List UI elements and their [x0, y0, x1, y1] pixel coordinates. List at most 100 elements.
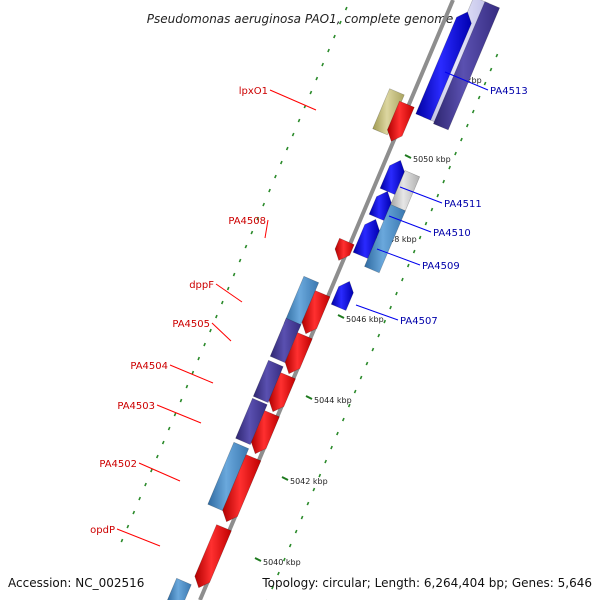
ring-dot	[418, 235, 422, 240]
gene-label-pa4511[interactable]: PA4511	[444, 199, 482, 210]
gene-pa4508[interactable]	[334, 237, 355, 261]
leader-line	[138, 462, 181, 482]
gene-pa4511[interactable]	[379, 159, 405, 195]
tick-label: 5046 kbp	[346, 315, 384, 324]
gene-pa4509[interactable]	[364, 204, 406, 274]
ring-dot	[144, 482, 147, 487]
ring-dot	[226, 286, 230, 291]
ring-dot	[297, 118, 301, 123]
gene-pa4505-slate[interactable]	[269, 317, 302, 363]
ring-dot	[442, 179, 446, 184]
gene-label-pa4503[interactable]: PA4503	[117, 401, 155, 412]
ring-dot	[277, 571, 280, 576]
ring-dot	[436, 193, 440, 198]
gene-opdp[interactable]	[194, 524, 232, 589]
ring-dot	[155, 454, 159, 459]
leader-line	[399, 186, 443, 204]
ring-dot	[203, 342, 206, 347]
gene-pa4510b[interactable]	[352, 218, 380, 259]
ring-dot	[406, 263, 410, 268]
leader-line	[388, 215, 432, 233]
tick-label: 5040 kbp	[263, 558, 301, 567]
tick-mark	[305, 395, 313, 400]
ring-dot	[179, 398, 183, 403]
ring-dot	[321, 62, 325, 67]
leader-line	[444, 71, 489, 91]
gene-pa4507[interactable]	[330, 280, 354, 311]
ring-dot	[291, 132, 295, 137]
ring-dot	[327, 48, 330, 53]
ring-dot	[279, 160, 283, 165]
gene-label-pa4505[interactable]: PA4505	[172, 319, 210, 330]
gene-label-opdp[interactable]: opdP	[90, 525, 115, 536]
ring-dot	[185, 384, 189, 389]
ring-dot	[483, 81, 487, 86]
gene-features	[167, 0, 500, 600]
ring-dot	[138, 496, 142, 501]
ring-dot	[330, 445, 333, 450]
gene-label-pa4510[interactable]: PA4510	[433, 228, 471, 239]
ring-dot	[238, 258, 242, 263]
gene-label-dppf[interactable]: dppF	[189, 280, 214, 291]
ring-dot	[220, 300, 224, 305]
ring-dot	[333, 34, 336, 39]
leader-line	[211, 322, 232, 342]
accession-text: Accession: NC_002516	[8, 576, 144, 590]
ring-dot	[161, 440, 165, 445]
gene-label-pa4508[interactable]: PA4508	[228, 216, 266, 227]
ring-dot	[262, 202, 266, 207]
ring-dot	[197, 356, 201, 361]
ring-dot	[256, 216, 260, 221]
ring-dot	[167, 426, 171, 431]
ring-dot	[489, 67, 493, 72]
gene-label-pa4507[interactable]: PA4507	[400, 316, 438, 327]
ring-dot	[282, 557, 286, 562]
gene-dppf[interactable]	[301, 290, 331, 335]
ring-dot	[120, 538, 124, 543]
ring-dot	[383, 319, 387, 324]
gene-bottom-steel[interactable]	[167, 577, 192, 600]
gene-pa4502[interactable]	[222, 454, 262, 523]
ring-dot	[477, 95, 481, 100]
ring-dot	[395, 291, 398, 296]
gene-labels: lpxO1 PA4508 dppF PA4505 PA4504 PA4503 PA4502 o…	[90, 71, 528, 547]
ring-dot	[495, 53, 499, 58]
gene-pa4513[interactable]	[433, 1, 500, 131]
ring-dot	[315, 76, 319, 81]
ring-dot	[250, 230, 254, 235]
gene-label-pa4509[interactable]: PA4509	[422, 261, 460, 272]
ring-dot	[336, 431, 339, 436]
leader-line	[355, 304, 399, 321]
ring-dot	[318, 473, 322, 478]
dotted-rings	[120, 6, 499, 600]
gene-label-lpxo1[interactable]: lpxO1	[239, 86, 268, 97]
gene-pa4503-slate[interactable]	[235, 397, 268, 445]
map-title: Pseudomonas aeruginosa PAO1, complete ge…	[147, 12, 454, 26]
ring-dot	[448, 165, 452, 170]
ring-dot	[288, 543, 292, 548]
gene-label-pa4502[interactable]: PA4502	[99, 459, 137, 470]
gene-label-pa4504[interactable]: PA4504	[130, 361, 168, 372]
tick-mark	[281, 476, 289, 481]
ring-dot	[274, 174, 277, 179]
leader-line	[215, 283, 243, 303]
gene-lpxo1[interactable]	[387, 100, 415, 142]
gene-label-pa4513[interactable]: PA4513	[490, 86, 528, 97]
gene-pa4504[interactable]	[268, 372, 296, 413]
ring-dot	[271, 585, 274, 590]
leader-line	[169, 364, 214, 384]
gene-pa4510[interactable]	[368, 190, 392, 221]
ring-dot	[268, 188, 271, 193]
ring-dot	[401, 277, 404, 282]
ring-dot	[209, 328, 212, 333]
topology-text: Topology: circular; Length: 6,264,404 bp…	[261, 576, 592, 590]
gene-pa4503[interactable]	[250, 410, 280, 455]
gene-pa4505[interactable]	[284, 332, 313, 375]
leader-line	[264, 219, 269, 239]
gene-pa4514[interactable]	[415, 11, 472, 121]
ring-dot	[300, 515, 304, 520]
tick-mark	[404, 154, 412, 159]
ring-dot	[191, 370, 195, 375]
tick-label: 5042 kbp	[290, 477, 328, 486]
